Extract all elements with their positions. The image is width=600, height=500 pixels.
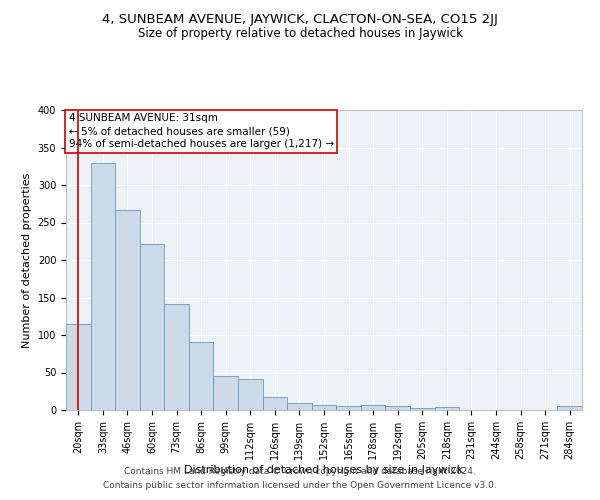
Bar [91,162,115,410]
Bar [410,408,434,410]
Bar [385,406,410,410]
Bar [140,244,164,410]
Bar [214,376,238,410]
X-axis label: Distribution of detached houses by size in Jaywick: Distribution of detached houses by size … [184,464,464,474]
Bar [66,324,91,410]
Bar [164,304,189,410]
Bar [336,406,361,410]
Bar [557,406,582,410]
Bar [312,405,336,410]
Bar [434,407,459,410]
Text: Size of property relative to detached houses in Jaywick: Size of property relative to detached ho… [137,28,463,40]
Bar [238,378,263,410]
Text: 4 SUNBEAM AVENUE: 31sqm
← 5% of detached houses are smaller (59)
94% of semi-det: 4 SUNBEAM AVENUE: 31sqm ← 5% of detached… [68,113,334,150]
Bar [115,210,140,410]
Text: 4, SUNBEAM AVENUE, JAYWICK, CLACTON-ON-SEA, CO15 2JJ: 4, SUNBEAM AVENUE, JAYWICK, CLACTON-ON-S… [102,12,498,26]
Bar [287,403,312,410]
Y-axis label: Number of detached properties: Number of detached properties [22,172,32,348]
Bar [361,405,385,410]
Bar [263,396,287,410]
Bar [189,342,214,410]
Text: Contains public sector information licensed under the Open Government Licence v3: Contains public sector information licen… [103,481,497,490]
Text: Contains HM Land Registry data © Crown copyright and database right 2024.: Contains HM Land Registry data © Crown c… [124,467,476,476]
